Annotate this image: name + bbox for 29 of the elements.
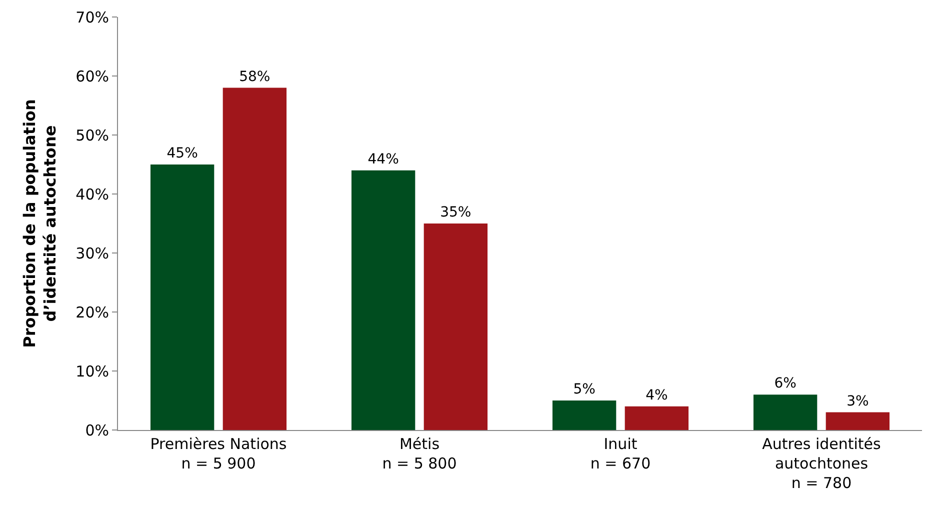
x-tick-label: Métis n = 5 800 — [382, 435, 457, 472]
x-tick-label: Premières Nations n = 5 900 — [150, 435, 287, 472]
data-label: 4% — [646, 387, 668, 404]
x-tick-label: Autres identités autochtones n = 780 — [762, 435, 882, 492]
bar — [150, 164, 214, 430]
y-tick-label: 60% — [76, 67, 109, 86]
bar — [753, 394, 818, 430]
y-tick-label: 10% — [76, 362, 109, 380]
y-tick-label: 0% — [85, 421, 109, 440]
data-label: 35% — [440, 204, 472, 220]
y-tick-label: 40% — [76, 185, 109, 204]
data-label: 5% — [573, 382, 596, 398]
data-label: 45% — [166, 146, 198, 162]
x-tick-label: Inuit n = 670 — [590, 435, 651, 472]
y-axis-title: Proportion de la population d’identité autochtone — [20, 99, 60, 348]
data-label: 3% — [846, 393, 869, 410]
bar — [826, 412, 890, 430]
y-tick-label: 70% — [76, 8, 109, 26]
bar — [351, 170, 416, 430]
bar — [424, 224, 488, 430]
bar — [222, 88, 287, 430]
data-label: 44% — [368, 151, 399, 168]
y-tick-label: 50% — [76, 126, 109, 144]
bar — [624, 406, 689, 430]
y-tick-label: 30% — [76, 244, 109, 262]
data-label: 58% — [239, 68, 270, 85]
data-label: 6% — [774, 376, 796, 392]
bar — [552, 400, 616, 430]
y-tick-label: 20% — [76, 303, 109, 322]
